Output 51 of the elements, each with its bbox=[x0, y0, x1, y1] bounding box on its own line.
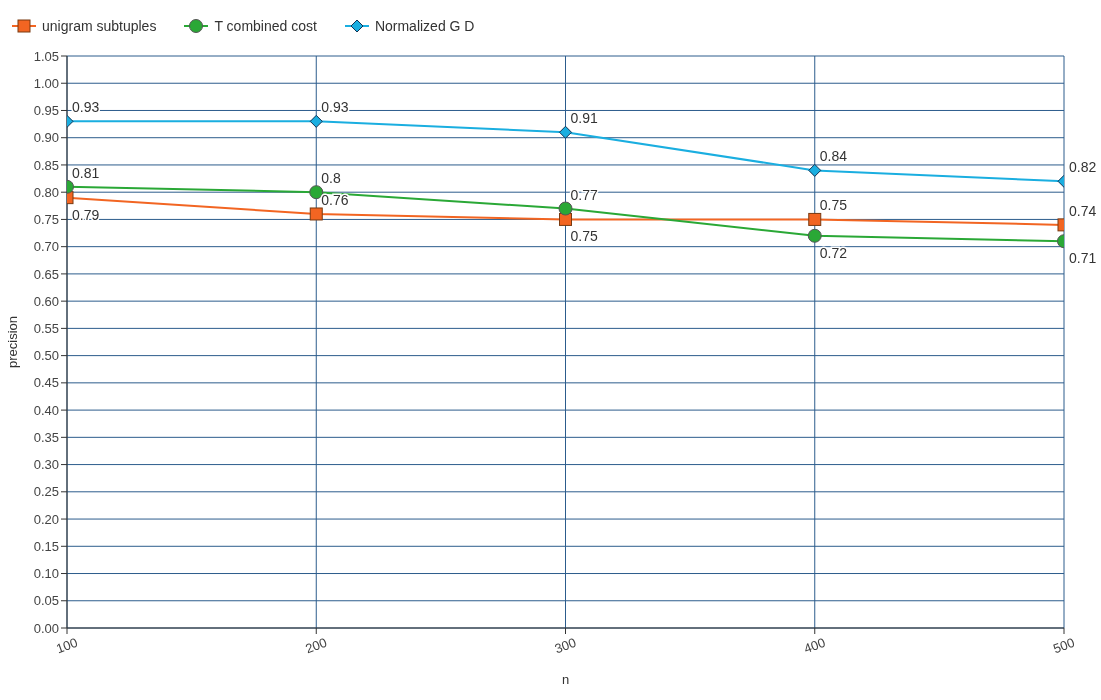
y-tick-label: 0.90 bbox=[33, 130, 59, 146]
y-tick-label: 0.05 bbox=[33, 593, 59, 609]
data-label: 0.71 bbox=[1069, 250, 1097, 267]
point bbox=[807, 228, 822, 243]
y-tick-label: 0.35 bbox=[33, 429, 59, 445]
y-tick-label: 0.15 bbox=[33, 538, 59, 554]
y-tick-label: 0.60 bbox=[33, 293, 59, 309]
data-label: 0.75 bbox=[819, 197, 848, 214]
data-label: 0.84 bbox=[819, 148, 848, 165]
x-axis-title: n bbox=[561, 672, 570, 687]
y-tick-label: 0.10 bbox=[33, 566, 59, 582]
y-tick-label: 0.65 bbox=[33, 266, 59, 282]
point bbox=[808, 163, 822, 177]
legend-label: T combined cost bbox=[214, 18, 317, 34]
data-label: 0.76 bbox=[321, 191, 349, 208]
y-tick-label: 0.30 bbox=[33, 457, 59, 473]
x-tick-label: 100 bbox=[54, 634, 80, 657]
data-label: 0.72 bbox=[819, 244, 848, 261]
x-tick-label: 300 bbox=[552, 634, 579, 657]
legend-label: Normalized G D bbox=[374, 18, 475, 34]
point bbox=[808, 212, 822, 226]
y-tick-label: 0.20 bbox=[33, 511, 59, 527]
data-label: 0.81 bbox=[72, 164, 100, 181]
y-tick-label: 0.75 bbox=[33, 212, 59, 228]
point bbox=[309, 114, 323, 128]
data-label: 0.74 bbox=[1069, 202, 1097, 219]
x-tick-label: 400 bbox=[801, 634, 828, 657]
y-tick-label: 0.80 bbox=[33, 184, 59, 200]
y-tick-label: 0.45 bbox=[33, 375, 59, 391]
y-tick-label: 0.55 bbox=[33, 321, 59, 336]
data-label: 0.8 bbox=[321, 170, 341, 187]
point bbox=[309, 207, 323, 221]
point bbox=[559, 125, 572, 139]
y-tick-label: 1.00 bbox=[33, 75, 59, 91]
point bbox=[558, 201, 573, 216]
x-tick-label: 500 bbox=[1051, 634, 1077, 657]
y-tick-label: 0.85 bbox=[33, 157, 59, 173]
legend-label: unigram subtuples bbox=[42, 18, 157, 34]
y-axis-title: precision bbox=[4, 315, 20, 369]
y-tick-label: 0.95 bbox=[33, 103, 59, 119]
y-tick-label: 0.70 bbox=[33, 239, 59, 255]
data-label: 0.79 bbox=[72, 206, 100, 223]
y-tick-label: 0.40 bbox=[33, 402, 59, 418]
data-label: 0.75 bbox=[570, 228, 598, 245]
x-tick-label: 200 bbox=[303, 634, 329, 657]
y-tick-label: 0.50 bbox=[33, 348, 59, 364]
y-tick-label: 0.00 bbox=[33, 620, 59, 636]
y-tick-label: 1.05 bbox=[33, 48, 59, 64]
y-tick-label: 0.25 bbox=[33, 484, 59, 500]
data-label: 0.82 bbox=[1069, 159, 1097, 176]
data-label: 0.91 bbox=[570, 110, 598, 127]
